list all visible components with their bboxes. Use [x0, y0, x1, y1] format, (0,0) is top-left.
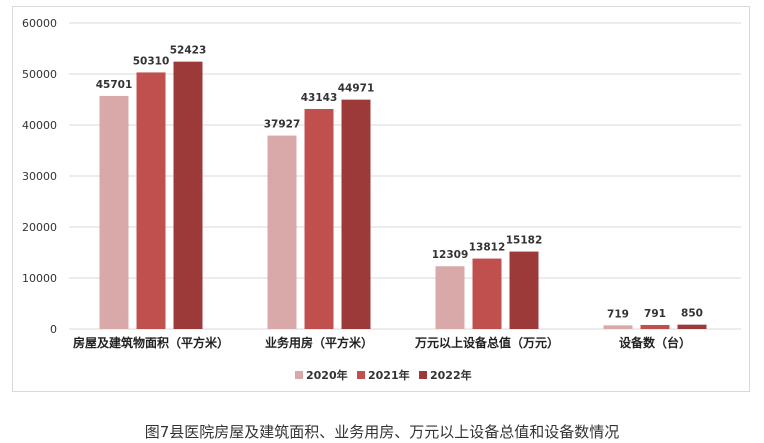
bar [173, 61, 203, 329]
data-label: 43143 [301, 92, 338, 104]
data-label: 12309 [432, 249, 469, 261]
figure-caption: 图7县医院房屋及建筑面积、业务用房、万元以上设备总值和设备数情况 [144, 423, 620, 441]
bar [267, 135, 297, 329]
y-tick-label: 20000 [22, 221, 57, 234]
bars [99, 61, 707, 329]
data-label: 850 [681, 308, 703, 320]
bar [341, 99, 371, 329]
legend-label: 2020年 [306, 368, 348, 382]
y-axis: 0 10000 20000 30000 40000 50000 60000 [22, 17, 57, 336]
bar [472, 258, 502, 329]
data-label: 52423 [170, 45, 207, 57]
legend-label: 2022年 [430, 368, 472, 382]
y-tick-label: 50000 [22, 68, 57, 81]
bar [99, 95, 129, 329]
legend-swatch [357, 371, 365, 379]
y-tick-label: 40000 [22, 119, 57, 132]
x-tick-label: 房屋及建筑物面积（平方米） [73, 335, 229, 350]
bar-chart: 0 10000 20000 30000 40000 50000 60000 45701503… [22, 17, 741, 382]
bar [435, 266, 465, 329]
x-tick-label: 万元以上设备总值（万元） [414, 335, 559, 350]
bar [136, 72, 166, 329]
chart-frame: 0 10000 20000 30000 40000 50000 60000 45701 503… [12, 6, 750, 392]
y-tick-label: 30000 [22, 170, 57, 183]
y-tick-label: 60000 [22, 17, 57, 30]
bar [677, 324, 707, 329]
data-label: 15182 [506, 235, 543, 247]
x-axis: 房屋及建筑物面积（平方米） 业务用房（平方米） 万元以上设备总值（万元） 设备数（台） [73, 335, 691, 350]
y-tick-label: 10000 [22, 272, 57, 285]
gridlines [69, 22, 741, 330]
y-tick-label: 0 [50, 323, 57, 336]
data-label: 50310 [133, 55, 170, 67]
data-label: 44971 [338, 83, 375, 95]
data-label: 13812 [469, 242, 506, 254]
data-label: 37927 [264, 119, 301, 131]
bar [603, 325, 633, 329]
x-tick-label: 设备数（台） [619, 335, 691, 350]
x-tick-label: 业务用房（平方米） [265, 335, 373, 350]
data-label: 45701 [96, 79, 133, 91]
data-label: 719 [607, 308, 629, 320]
bar [304, 108, 334, 329]
bar [509, 251, 539, 329]
legend-label: 2021年 [368, 368, 410, 382]
legend: 2020年 2021年 2022年 [295, 368, 472, 382]
legend-swatch [295, 371, 303, 379]
data-label: 791 [644, 308, 666, 320]
bar [640, 324, 670, 329]
legend-swatch [419, 371, 427, 379]
